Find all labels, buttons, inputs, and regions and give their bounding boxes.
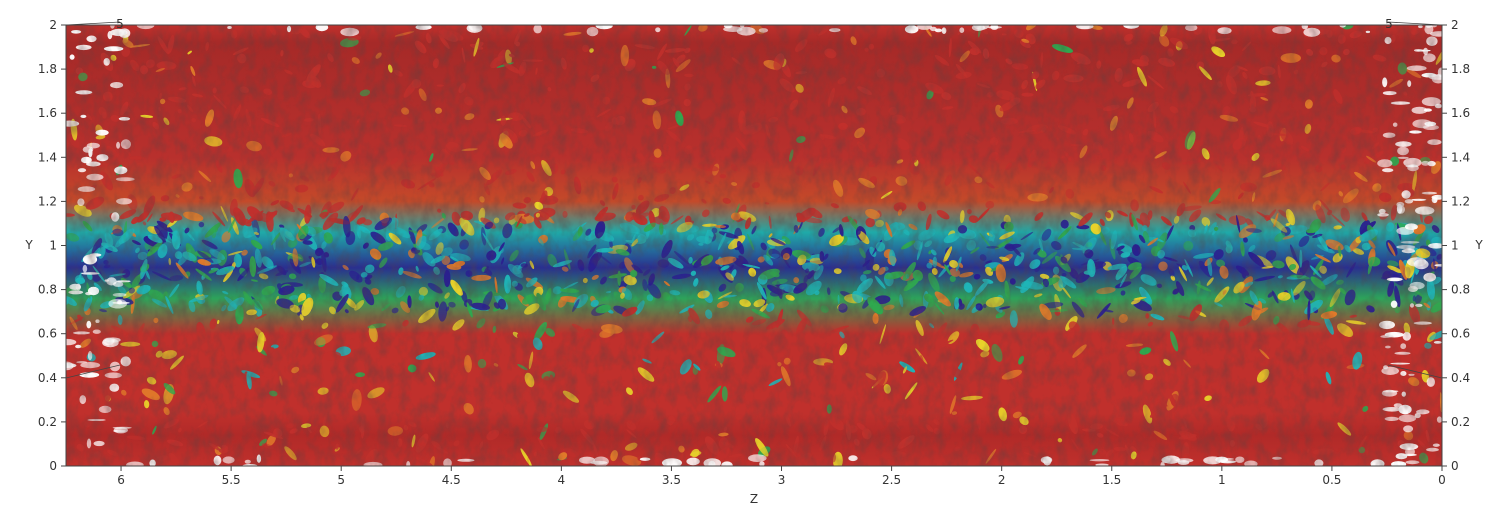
y-left-tick-label: 1.6 bbox=[38, 106, 57, 120]
perspective-line-left bbox=[65, 364, 121, 379]
x-tick-label: 4.5 bbox=[442, 473, 461, 487]
x-tick-label: 1.5 bbox=[1102, 473, 1121, 487]
render-region bbox=[66, 25, 1442, 466]
y-left-tick-label: 2 bbox=[49, 18, 57, 32]
x-axis-title: Z bbox=[750, 492, 758, 506]
y-right-tick-label: 0.4 bbox=[1451, 371, 1470, 385]
x-tick-label: 2.5 bbox=[882, 473, 901, 487]
x-tick-label: 4 bbox=[558, 473, 566, 487]
perspective-line-top-left bbox=[65, 21, 121, 26]
x-tick-label: 0.5 bbox=[1322, 473, 1341, 487]
y-left-tick-label: 0.4 bbox=[38, 371, 57, 385]
y-left-tick-label: 0.8 bbox=[38, 283, 57, 297]
y-right-tick-label: 1.6 bbox=[1451, 106, 1470, 120]
top-corner-label-left: 5 bbox=[116, 17, 124, 31]
perspective-line-right bbox=[1387, 364, 1443, 379]
y-right-tick-label: 1 bbox=[1451, 239, 1459, 253]
y-axis-left: 0 0.2 0.4 0.6 0.8 1 1.2 1.4 1.6 1.8 2 bbox=[38, 18, 66, 473]
x-tick-label: 3 bbox=[778, 473, 786, 487]
x-tick-label: 6 bbox=[117, 473, 125, 487]
y-right-tick-label: 0.6 bbox=[1451, 327, 1470, 341]
y-right-tick-label: 1.8 bbox=[1451, 62, 1470, 76]
y-left-tick-label: 0.2 bbox=[38, 415, 57, 429]
x-tick-label: 1 bbox=[1218, 473, 1226, 487]
y-axis-right: 0 0.2 0.4 0.6 0.8 1 1.2 1.4 1.6 1.8 2 bbox=[1442, 18, 1470, 473]
y-right-tick-label: 0.2 bbox=[1451, 415, 1470, 429]
top-corner-label-right: 5 bbox=[1385, 17, 1393, 31]
perspective-line-top-right bbox=[1387, 21, 1443, 26]
x-tick-label: 3.5 bbox=[662, 473, 681, 487]
y-right-tick-label: 0.8 bbox=[1451, 283, 1470, 297]
y-left-tick-label: 1.2 bbox=[38, 194, 57, 208]
x-tick-label: 0 bbox=[1438, 473, 1446, 487]
y-right-tick-label: 1.2 bbox=[1451, 194, 1470, 208]
surface-texture bbox=[66, 25, 1442, 466]
x-tick-label: 5 bbox=[337, 473, 345, 487]
y-left-tick-label: 1.4 bbox=[38, 150, 57, 164]
y-axis-left-title: Y bbox=[24, 238, 33, 252]
y-right-tick-label: 1.4 bbox=[1451, 150, 1470, 164]
y-right-tick-label: 2 bbox=[1451, 18, 1459, 32]
x-tick-label: 2 bbox=[998, 473, 1006, 487]
x-axis: 6 5.5 5 4.5 4 3.5 3 2.5 2 1.5 1 0.5 0 bbox=[117, 466, 1446, 487]
y-axis-right-title: Y bbox=[1474, 238, 1483, 252]
y-right-tick-label: 0 bbox=[1451, 459, 1459, 473]
y-left-tick-label: 1 bbox=[49, 239, 57, 253]
y-left-tick-label: 0.6 bbox=[38, 327, 57, 341]
y-left-tick-label: 0 bbox=[49, 459, 57, 473]
y-left-tick-label: 1.8 bbox=[38, 62, 57, 76]
x-tick-label: 5.5 bbox=[222, 473, 241, 487]
